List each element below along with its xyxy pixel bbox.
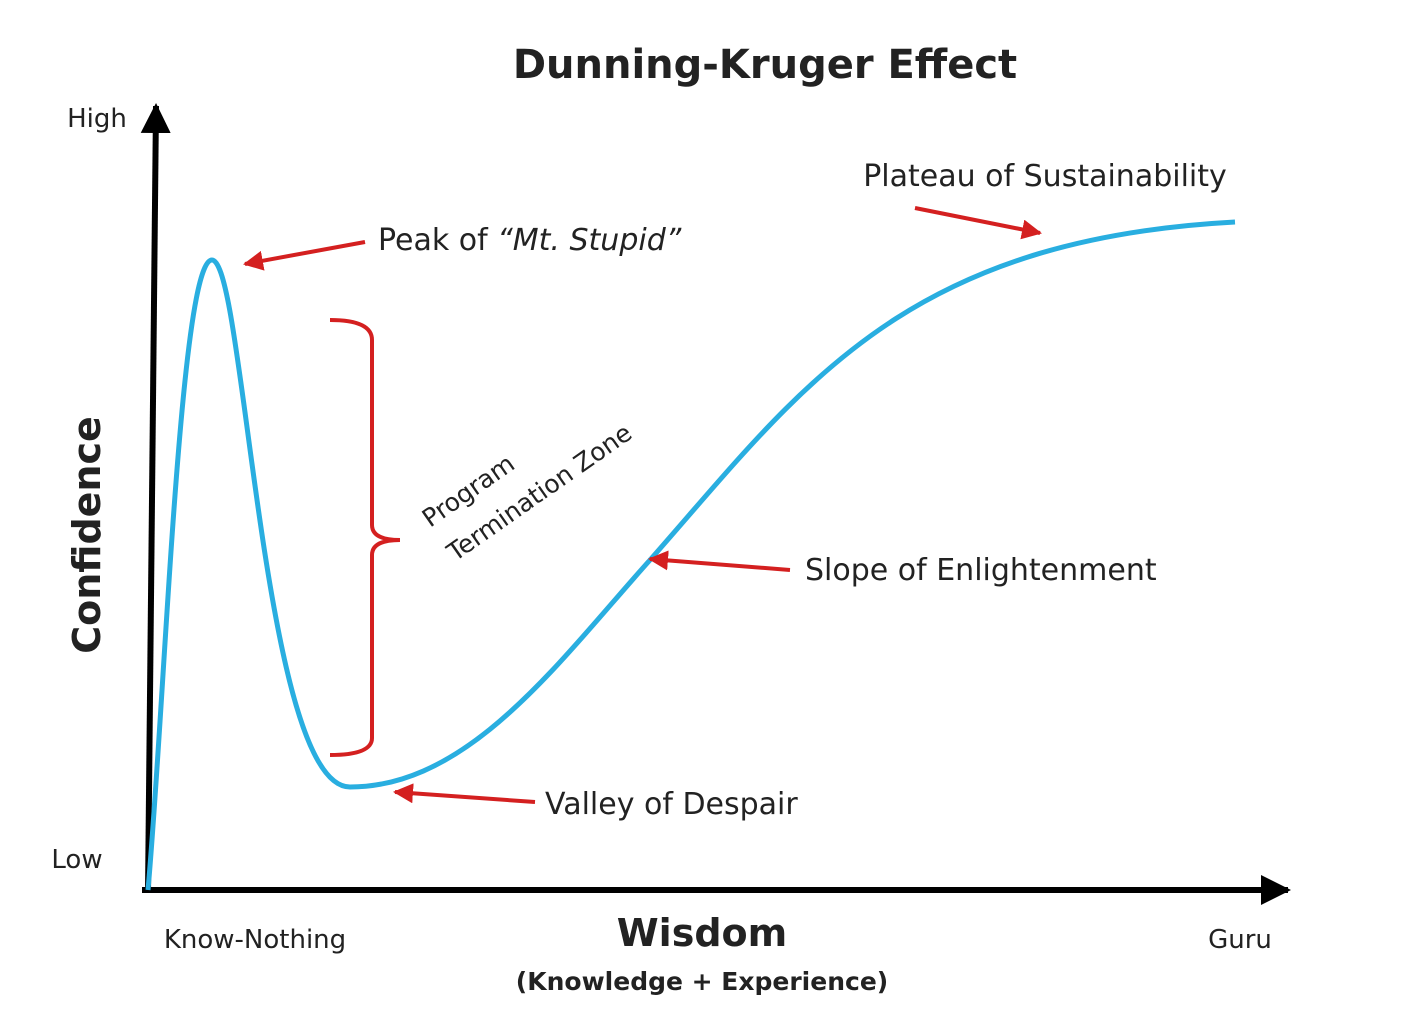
- slope-label: Slope of Enlightenment: [805, 553, 1157, 588]
- slope-arrow: [648, 550, 791, 572]
- peak-prefix: Peak of: [378, 223, 497, 258]
- y-axis: [140, 103, 171, 893]
- y-high-label: High: [67, 104, 127, 134]
- peak-name: “Mt. Stupid”: [497, 223, 682, 258]
- confidence-curve: [145, 219, 1236, 891]
- zone-bracket: [329, 318, 401, 757]
- y-axis-title: Confidence: [65, 416, 109, 654]
- valley-label: Valley of Despair: [545, 787, 798, 822]
- valley-arrow: [393, 783, 536, 804]
- x-start-label: Know-Nothing: [164, 925, 346, 955]
- x-axis-subtitle: (Knowledge + Experience): [516, 967, 888, 996]
- peak-label: Peak of “Mt. Stupid”: [378, 223, 682, 258]
- title: Dunning-Kruger Effect: [513, 42, 1017, 88]
- x-axis-title: Wisdom: [617, 911, 787, 955]
- plateau-arrow: [914, 206, 1042, 240]
- x-end-label: Guru: [1208, 925, 1272, 955]
- y-low-label: Low: [51, 845, 102, 875]
- plateau-label: Plateau of Sustainability: [863, 159, 1227, 194]
- peak-arrow: [243, 240, 366, 271]
